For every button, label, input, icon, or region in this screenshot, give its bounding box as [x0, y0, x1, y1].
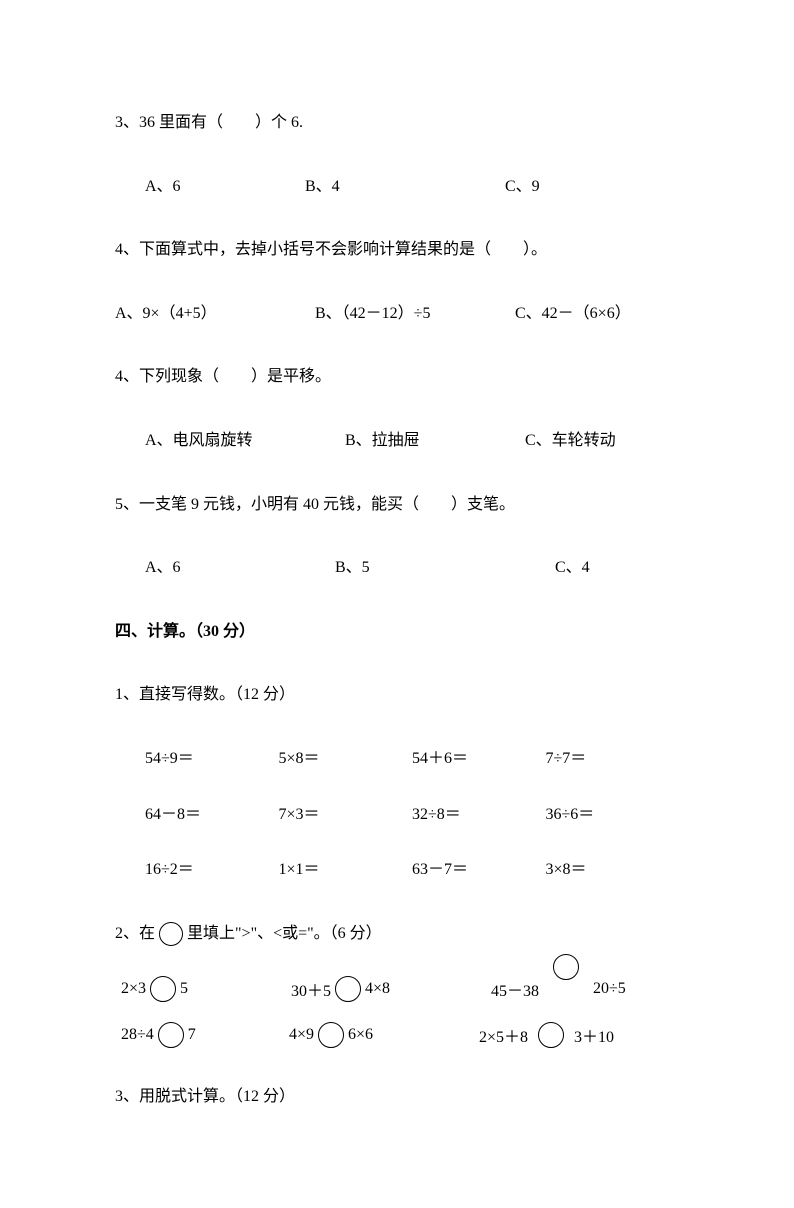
section4-heading: 四、计算。（30 分） — [115, 619, 679, 645]
q4a-option-a: A、9×（4+5） — [115, 301, 315, 327]
calc2-title: 2、在 里填上">"、<或="。（6 分） — [115, 921, 679, 947]
cmp-left: 2×3 — [121, 980, 146, 998]
q3-option-c: C、9 — [505, 174, 540, 200]
calc1-row1: 54÷9＝ 5×8＝ 54＋6＝ 7÷7＝ — [115, 746, 679, 772]
calc-cell: 64－8＝ — [145, 802, 279, 828]
circle-icon — [159, 922, 183, 946]
calc1-row3: 16÷2＝ 1×1＝ 63－7＝ 3×8＝ — [115, 857, 679, 883]
cmp-right: 3＋10 — [574, 1023, 614, 1047]
circle-icon — [538, 1022, 564, 1048]
cmp-left: 28÷4 — [121, 1026, 154, 1044]
calc-cell: 1×1＝ — [279, 857, 413, 883]
calc1-row2: 64－8＝ 7×3＝ 32÷8＝ 36÷6＝ — [115, 802, 679, 828]
q5-option-c: C、4 — [555, 555, 590, 581]
q4b-option-b: B、拉抽屉 — [345, 428, 525, 454]
q3-text: 3、36 里面有（ ）个 6. — [115, 110, 679, 136]
q5-option-b: B、5 — [335, 555, 555, 581]
calc-cell: 7÷7＝ — [546, 746, 680, 772]
calc-cell: 63－7＝ — [412, 857, 546, 883]
calc-cell: 7×3＝ — [279, 802, 413, 828]
cmp-right: 6×6 — [348, 1026, 373, 1044]
calc-cell: 36÷6＝ — [546, 802, 680, 828]
calc-cell: 54÷9＝ — [145, 746, 279, 772]
calc2-row2: 28÷4 7 4×9 6×6 2×5＋8 3＋10 — [115, 1022, 679, 1048]
q4a-option-b: B、（42－12）÷5 — [315, 301, 515, 327]
q3-option-a: A、6 — [145, 174, 305, 200]
circle-icon — [335, 976, 361, 1002]
circle-icon — [553, 954, 579, 980]
cmp-left: 45－38 — [491, 977, 539, 1001]
cmp-right: 7 — [188, 1026, 196, 1044]
q4b-option-c: C、车轮转动 — [525, 428, 616, 454]
calc-cell: 54＋6＝ — [412, 746, 546, 772]
cmp-right: 5 — [180, 980, 188, 998]
circle-icon — [150, 976, 176, 1002]
q5-text: 5、一支笔 9 元钱，小明有 40 元钱，能买（ ）支笔。 — [115, 492, 679, 518]
q4b-option-a: A、电风扇旋转 — [145, 428, 345, 454]
q4a-text: 4、下面算式中，去掉小括号不会影响计算结果的是（ ）。 — [115, 237, 679, 263]
calc2-title-before: 2、在 — [115, 921, 155, 947]
cmp-left: 30＋5 — [291, 977, 331, 1001]
cmp-right: 20÷5 — [593, 980, 626, 998]
calc-cell: 3×8＝ — [546, 857, 680, 883]
q5-option-a: A、6 — [145, 555, 335, 581]
calc1-title: 1、直接写得数。（12 分） — [115, 682, 679, 708]
q4a-option-c: C、42－（6×6） — [515, 301, 631, 327]
calc-cell: 16÷2＝ — [145, 857, 279, 883]
cmp-left: 2×5＋8 — [479, 1023, 528, 1047]
circle-icon — [158, 1022, 184, 1048]
circle-icon — [318, 1022, 344, 1048]
calc3-title: 3、用脱式计算。（12 分） — [115, 1084, 679, 1110]
cmp-left: 4×9 — [289, 1026, 314, 1044]
q3-option-b: B、4 — [305, 174, 505, 200]
q4b-text: 4、下列现象（ ）是平移。 — [115, 364, 679, 390]
calc-cell: 5×8＝ — [279, 746, 413, 772]
calc2-title-after: 里填上">"、<或="。（6 分） — [187, 921, 382, 947]
calc-cell: 32÷8＝ — [412, 802, 546, 828]
cmp-right: 4×8 — [365, 980, 390, 998]
calc2-row1: 2×3 5 30＋5 4×8 45－38 20÷5 — [115, 976, 679, 1002]
